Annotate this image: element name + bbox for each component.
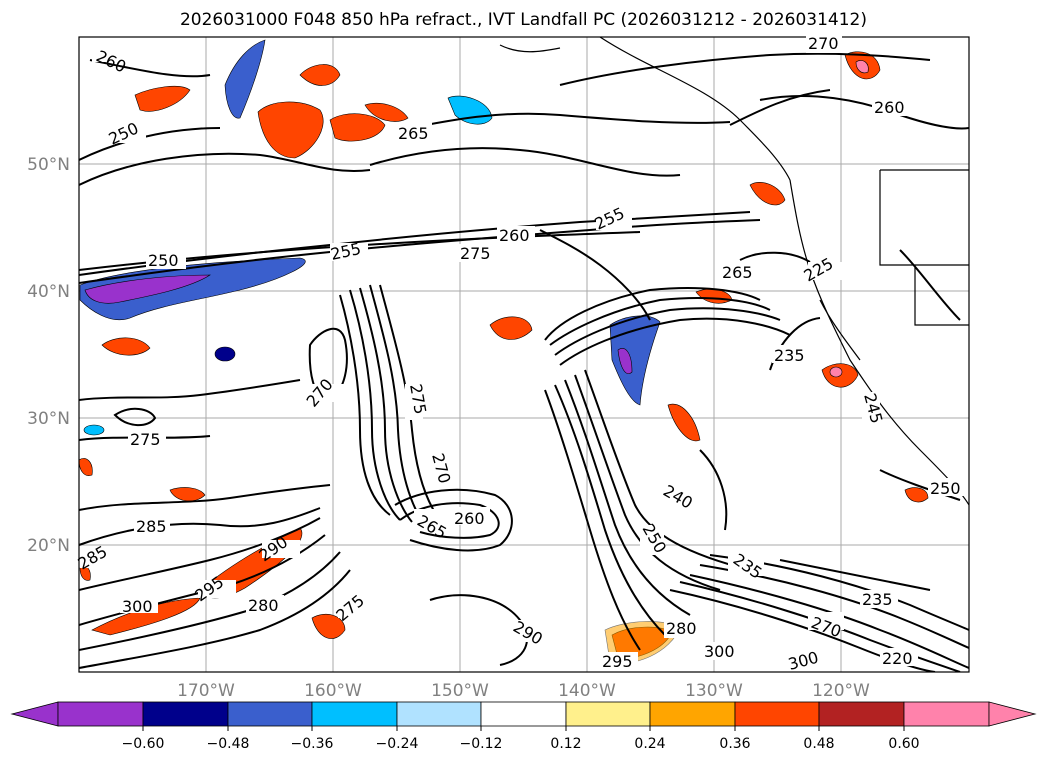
colorbar-segment: [565, 701, 651, 727]
negative-patch-central-core: [617, 348, 633, 374]
lat-label: 50°N: [27, 155, 70, 175]
colorbar-segment: [903, 701, 990, 727]
colorbar-extend-high: [988, 701, 1037, 727]
colorbar-segment: [480, 701, 567, 727]
positive-patch-mid1: [489, 316, 533, 340]
colorbar-segment: [227, 701, 313, 727]
colorbar-extend-low: [10, 701, 59, 727]
colorbar-ticks: [142, 726, 905, 731]
positive-patch-north2: [299, 64, 341, 86]
contour-label: 300: [122, 597, 153, 616]
colorbar-labels: −0.60 −0.48 −0.36 −0.24 −0.12 0.12 0.24 …: [122, 736, 920, 752]
positive-patch-north5: [364, 102, 409, 122]
positive-patch-w1: [79, 458, 93, 476]
colorbar-tick-label: 0.48: [803, 736, 834, 752]
colorbar-tick-label: 0.24: [634, 736, 665, 752]
contour-label: 280: [666, 619, 697, 638]
contour-label: 235: [862, 590, 893, 609]
map-frame: [78, 36, 970, 673]
positive-patch-north3: [329, 113, 386, 142]
positive-patch-sw5: [169, 487, 206, 502]
colorbar-segment: [57, 701, 144, 727]
colorbar-tick-label: −0.24: [376, 736, 419, 752]
lat-label: 20°N: [27, 536, 70, 556]
contour-label: 295: [602, 652, 633, 671]
lon-label: 150°W: [431, 681, 489, 701]
colorbar-tick-label: −0.12: [460, 736, 503, 752]
contour-labels: 260 250 265 270 260 250 255 260 275 255 …: [75, 34, 966, 674]
colorbar-segment: [649, 701, 736, 727]
contour-label: 270: [808, 34, 839, 53]
lon-label: 130°W: [685, 681, 743, 701]
colorbar-tick-label: −0.60: [122, 736, 165, 752]
colorbar-tick-label: 0.36: [719, 736, 750, 752]
contour-label: 285: [136, 517, 167, 536]
lon-label: 140°W: [558, 681, 616, 701]
positive-patch-north1: [257, 101, 324, 159]
negative-patch-small1: [214, 346, 236, 362]
positive-patch-sw2: [91, 597, 201, 636]
colorbar-segment: [396, 701, 482, 727]
colorbar-tick-label: 0.12: [550, 736, 581, 752]
negative-patch-north: [224, 39, 266, 119]
contour-label: 260: [454, 509, 485, 528]
map-title: 2026031000 F048 850 hPa refract., IVT La…: [179, 10, 867, 30]
lon-label: 120°W: [812, 681, 870, 701]
contour-label: 300: [704, 642, 735, 661]
positive-patch-ne-core: [855, 60, 869, 74]
negative-anomaly-patches: [79, 39, 661, 436]
colorbar-tick-label: −0.48: [207, 736, 250, 752]
contour-label: 275: [130, 430, 161, 449]
contour-label: 250: [148, 251, 179, 270]
contour-label: 260: [874, 98, 905, 117]
positive-patch-north4: [134, 85, 191, 112]
colorbar: [10, 701, 1037, 727]
longitude-labels: 170°W 160°W 150°W 140°W 130°W 120°W: [177, 681, 870, 701]
contour-label: 265: [722, 263, 753, 282]
lat-label: 40°N: [27, 282, 70, 302]
contour-label: 280: [248, 596, 279, 615]
positive-patch-baja-core: [829, 366, 843, 378]
negative-patch-small2: [83, 424, 105, 436]
contour-label: 250: [930, 479, 961, 498]
colorbar-tick-label: −0.36: [291, 736, 334, 752]
colorbar-tick-label: 0.60: [888, 736, 919, 752]
positive-patch-mid2: [667, 403, 701, 442]
colorbar-segment: [311, 701, 398, 727]
contour-label: 220: [882, 649, 913, 668]
lon-label: 170°W: [177, 681, 235, 701]
contour-label: 235: [774, 346, 805, 365]
positive-patch-coast: [749, 181, 786, 206]
contour-label: 265: [398, 124, 429, 143]
coastlines: [499, 37, 969, 506]
gridlines: [79, 37, 969, 672]
lon-label: 160°W: [304, 681, 362, 701]
contour-label: 260: [499, 226, 530, 245]
contour-label: 275: [460, 244, 491, 263]
negative-patch-west-core: [84, 274, 212, 304]
latitude-labels: 50°N 40°N 30°N 20°N: [27, 155, 70, 556]
colorbar-segment: [142, 701, 229, 727]
colorbar-segment: [818, 701, 905, 727]
positive-patch-sw3: [101, 337, 151, 356]
colorbar-segment: [734, 701, 820, 727]
lat-label: 30°N: [27, 409, 70, 429]
positive-patch-sw4: [311, 614, 346, 639]
positive-patch-east1: [904, 487, 929, 503]
